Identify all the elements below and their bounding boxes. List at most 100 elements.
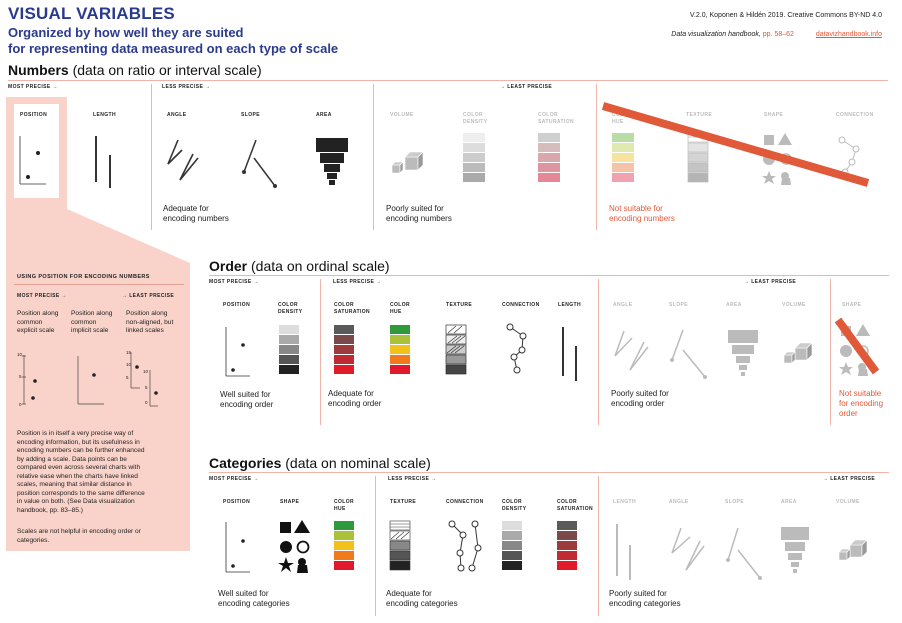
num-label-texture: TEXTURE — [686, 112, 713, 118]
text-line: Position along — [71, 310, 113, 317]
order-heading: Order (data on ordinal scale) — [209, 258, 390, 274]
caption-line: Adequate for — [386, 589, 432, 598]
categories-rule — [209, 472, 889, 473]
order-less-precise: LESS PRECISE → — [333, 279, 382, 285]
num-label-length: LENGTH — [93, 112, 116, 118]
position-paragraph-2: Scales are not helpful in encoding order… — [17, 528, 141, 545]
ord-label-connection: CONNECTION — [502, 302, 540, 308]
handbook-pages-link[interactable]: pp. 58–62 — [762, 31, 794, 38]
text-line: common — [17, 318, 43, 326]
cat-label-color-saturation: COLOR SATURATION — [557, 499, 594, 512]
ord-label-slope: SLOPE — [669, 302, 688, 308]
num-label-color-saturation: COLOR SATURATION — [538, 112, 575, 125]
position-box-most: MOST PRECISE → — [17, 293, 67, 299]
num-label-color-density: COLOR DENSITY — [463, 112, 488, 125]
text-line: linked scales — [126, 327, 164, 334]
ord-label-position: POSITION — [223, 302, 251, 308]
position-card — [14, 104, 59, 198]
cat-label-angle: ANGLE — [669, 499, 689, 505]
tick-c2-mid: 5 — [145, 385, 148, 390]
para-line: compared even across several charts with — [17, 464, 141, 471]
cat-label-position: POSITION — [223, 499, 251, 505]
numbers-heading: Numbers (data on ratio or interval scale… — [8, 62, 262, 78]
num-label-connection: CONNECTION — [836, 112, 874, 118]
order-most-precise: MOST PRECISE → — [209, 279, 259, 285]
order-least-precise: → LEAST PRECISE — [744, 279, 797, 285]
text-line: non-aligned, but — [126, 318, 174, 326]
categories-less-precise: LESS PRECISE → — [388, 476, 437, 482]
numbers-caption-adequate: Adequate for encoding numbers — [163, 204, 229, 224]
para-line: Position is in itself a very precise way… — [17, 430, 134, 437]
caption-line: encoding categories — [218, 599, 290, 608]
num-label-angle: ANGLE — [167, 112, 187, 118]
tick-c-mid: 10 — [126, 362, 132, 367]
para-line: categories. — [17, 536, 50, 544]
divider — [596, 84, 597, 230]
categories-heading: Categories (data on nominal scale) — [209, 455, 431, 471]
caption-line: Not suitable for — [609, 204, 663, 213]
divider — [151, 84, 152, 230]
numbers-most-precise: MOST PRECISE → — [8, 84, 58, 90]
divider — [373, 84, 374, 230]
categories-heading-rest: (data on nominal scale) — [281, 455, 431, 471]
order-caption-well: Well suited for encoding order — [220, 390, 273, 410]
num-label-volume: VOLUME — [390, 112, 414, 118]
ord-label-volume: VOLUME — [782, 302, 806, 308]
categories-caption-adequate: Adequate for encoding categories — [386, 589, 458, 609]
ord-label-angle: ANGLE — [613, 302, 633, 308]
position-col-2: Position along common implicit scale — [71, 310, 112, 336]
caption-line: Poorly suited for — [386, 204, 444, 213]
site-link[interactable]: datavizhandbook.info — [815, 31, 882, 38]
position-col-1: Position along common explicit scale — [17, 310, 58, 336]
text-line: common — [71, 318, 97, 326]
tick-a-bottom: 0 — [19, 402, 22, 407]
caption-line: encoding order — [220, 400, 274, 409]
para-line: handbook, pp. 83–85.) — [17, 506, 83, 514]
categories-caption-well: Well suited for encoding categories — [218, 589, 290, 609]
position-box-least: → LEAST PRECISE — [122, 293, 175, 299]
categories-heading-bold: Categories — [209, 455, 282, 471]
subtitle-line-1: Organized by how well they are suited — [8, 25, 244, 40]
categories-least-precise: → LEAST PRECISE — [823, 476, 876, 482]
tick-a-mid: 5 — [19, 374, 22, 379]
para-line: scales, meaning that similar distance in — [17, 481, 132, 488]
ord-label-area: AREA — [726, 302, 742, 308]
caption-line: Adequate for — [163, 204, 209, 213]
para-line: encoding numbers can be further enhanced — [17, 447, 145, 454]
ord-label-shape: SHAPE — [842, 302, 862, 308]
divider — [830, 279, 831, 425]
cat-label-color-hue: COLOR HUE — [334, 499, 355, 512]
num-label-shape: SHAPE — [764, 112, 784, 118]
text-line: explicit scale — [17, 327, 55, 334]
num-label-area: AREA — [316, 112, 332, 118]
ord-label-color-density: COLOR DENSITY — [278, 302, 303, 315]
order-rule — [209, 275, 889, 276]
numbers-less-precise: LESS PRECISE → — [162, 84, 211, 90]
numbers-heading-rest: (data on ratio or interval scale) — [68, 62, 262, 78]
position-info-box — [6, 263, 190, 551]
numbers-heading-bold: Numbers — [8, 62, 69, 78]
text-line: implicit scale — [71, 327, 109, 334]
tick-c-top: 15 — [126, 350, 132, 355]
para-line: encoding information, but its usefulness… — [17, 438, 140, 446]
para-line: Scales are not helpful in encoding order… — [17, 528, 141, 535]
text-line: Position along — [17, 310, 59, 317]
position-box-title: USING POSITION FOR ENCODING NUMBERS — [17, 274, 150, 280]
position-glyph — [19, 136, 46, 185]
handbook-reference: Data visualization handbook, pp. 58–62 d… — [671, 31, 882, 38]
caption-line: encoding order — [328, 399, 382, 408]
caption-line: Well suited for — [218, 589, 269, 598]
position-col-3: Position along non-aligned, but linked sca… — [126, 310, 173, 336]
ord-label-texture: TEXTURE — [446, 302, 473, 308]
caption-line: encoding numbers — [163, 214, 229, 223]
tick-c-bottom: 5 — [126, 375, 129, 380]
numbers-caption-poor: Poorly suited for encoding numbers — [386, 204, 452, 224]
order-caption-adequate: Adequate for encoding order — [328, 389, 381, 409]
ord-label-length: LENGTH — [558, 302, 581, 308]
caption-line: Adequate for — [328, 389, 374, 398]
para-line: position corresponds to the same differe… — [17, 489, 145, 497]
order-caption-not: Not suitable for encoding order — [839, 389, 883, 419]
subtitle-line-2: for representing data measured on each t… — [8, 41, 339, 56]
